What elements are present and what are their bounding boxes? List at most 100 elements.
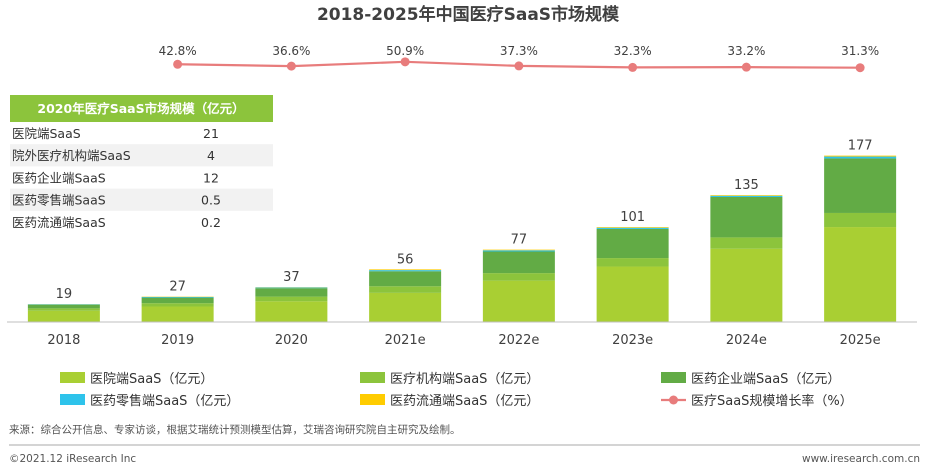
growth-rate-label: 31.3% (841, 44, 879, 58)
x-tick-label: 2022e (498, 333, 539, 348)
bar-total-label: 101 (620, 210, 645, 225)
x-tick-label: 2025e (840, 333, 881, 348)
bar-2023e-series-1 (596, 266, 669, 322)
growth-rate-series: 42.8% 36.6% 50.9% 37.3% 32.3% 33.2% 31.3% (159, 44, 879, 73)
legend-label: 医院端SaaS（亿元） (90, 372, 213, 387)
bar-2023e-series-5 (596, 227, 669, 228)
source-note: 来源：综合公开信息、专家访谈，根据艾瑞统计预测模型估算，艾瑞咨询研究院自主研究及… (9, 423, 461, 436)
market-size-table: 2020年医疗SaaS市场规模（亿元） 医院端SaaS 21 院外医疗机构端SaaS… (10, 95, 273, 230)
growth-rate-label: 42.8% (159, 44, 197, 58)
bar-2021e-series-3 (369, 271, 442, 287)
x-tick-label: 2024e (726, 333, 767, 348)
bar-2020-series-4 (255, 287, 328, 289)
growth-rate-label: 33.2% (727, 44, 765, 58)
bar-2021e-series-1 (369, 292, 442, 322)
bar-total-label: 177 (848, 139, 873, 154)
bar-total-label: 37 (283, 270, 300, 285)
bar-total-label: 27 (169, 280, 186, 295)
table-row-stripe (10, 188, 273, 211)
growth-rate-label: 32.3% (614, 44, 652, 58)
bar-2025e-series-4 (824, 156, 897, 159)
bar-series-group: 19 27 37 56 77 101 135 177 (27, 139, 897, 322)
bar-2018-series-2 (27, 308, 100, 311)
bar-2023e-series-4 (596, 227, 669, 229)
legend-label: 医药零售端SaaS（亿元） (90, 393, 239, 409)
growth-rate-label: 37.3% (500, 44, 538, 58)
table-row-label: 医药零售端SaaS (12, 193, 106, 208)
growth-rate-label: 36.6% (272, 44, 310, 58)
legend-swatch (360, 394, 385, 405)
legend-label: 医疗SaaS规模增长率（%） (691, 393, 853, 409)
bar-2023e-series-2 (596, 258, 669, 267)
table-row-label: 院外医疗机构端SaaS (12, 148, 131, 163)
legend-label: 医药企业端SaaS（亿元） (691, 371, 840, 387)
x-tick-label: 2020 (275, 333, 308, 348)
legend: 医院端SaaS（亿元） 医疗机构端SaaS（亿元） 医药企业端SaaS（亿元） 医药零… (60, 371, 853, 409)
bar-2024e-series-4 (710, 195, 783, 197)
growth-rate-point (286, 61, 296, 71)
bar-2019-series-4 (141, 296, 214, 298)
bar-total-label: 56 (397, 252, 414, 267)
bar-2018-series-1 (27, 310, 100, 322)
bar-2020-series-2 (255, 296, 328, 302)
bar-2024e-series-3 (710, 196, 783, 238)
bar-2025e-series-2 (824, 212, 897, 228)
growth-rate-point (855, 63, 865, 73)
bar-2019-series-2 (141, 303, 214, 307)
growth-rate-point (514, 61, 524, 71)
table-row-label: 医药企业端SaaS (12, 170, 106, 185)
copyright: ©2021.12 iResearch Inc (9, 453, 136, 465)
bar-2019-series-1 (141, 306, 214, 322)
table-header-bg (10, 95, 273, 122)
x-tick-label: 2021e (385, 333, 426, 348)
bar-2021e-series-5 (369, 269, 442, 271)
table-header: 2020年医疗SaaS市场规模（亿元） (37, 101, 244, 116)
bar-2024e-series-1 (710, 248, 783, 322)
legend-swatch (60, 394, 85, 405)
bar-2021e-series-4 (369, 270, 442, 272)
bar-2022e-series-3 (482, 251, 555, 274)
bar-2023e-series-3 (596, 228, 669, 259)
table-row-label: 医院端SaaS (12, 126, 81, 141)
growth-rate-point (741, 62, 751, 72)
x-axis-ticks: 2018 2019 2020 2021e 2022e 2023e 2024e 2025e (47, 333, 880, 348)
growth-rate-point (173, 59, 183, 69)
bar-2022e-series-5 (482, 249, 555, 251)
bar-total-label: 135 (734, 178, 759, 193)
chart-title: 2018-2025年中国医疗SaaS市场规模 (317, 4, 620, 25)
x-tick-label: 2018 (47, 333, 80, 348)
table-row-value: 0.2 (201, 215, 221, 230)
table-row-value: 0.5 (201, 193, 221, 208)
bar-2021e-series-2 (369, 286, 442, 293)
bar-2024e-series-2 (710, 237, 783, 249)
bar-2019-series-3 (141, 297, 214, 304)
growth-rate-label: 50.9% (386, 44, 424, 58)
bar-total-label: 19 (56, 287, 73, 302)
legend-line-marker (669, 395, 678, 405)
bar-2025e-series-3 (824, 158, 897, 213)
bar-2025e-series-5 (824, 155, 897, 157)
x-tick-label: 2019 (161, 333, 194, 348)
legend-swatch (60, 372, 85, 383)
bar-2018-series-3 (27, 304, 100, 309)
table-row-value: 12 (203, 170, 219, 185)
growth-rate-point (400, 57, 410, 67)
bar-2020-series-1 (255, 301, 328, 322)
table-row-label: 医药流通端SaaS (12, 215, 106, 230)
bar-2024e-series-5 (710, 195, 783, 196)
growth-rate-point (628, 62, 638, 72)
bar-total-label: 77 (511, 233, 528, 248)
legend-label: 医药流通端SaaS（亿元） (390, 394, 539, 409)
bar-2022e-series-4 (482, 250, 555, 252)
bar-2022e-series-2 (482, 273, 555, 281)
table-row-value: 21 (203, 126, 219, 141)
website: www.iresearch.com.cn (802, 453, 920, 465)
legend-swatch (360, 372, 385, 383)
x-tick-label: 2023e (612, 333, 653, 348)
table-row-value: 4 (207, 148, 215, 163)
legend-label: 医疗机构端SaaS（亿元） (390, 372, 539, 387)
legend-swatch (661, 372, 686, 383)
table-row-stripe (10, 144, 273, 167)
bar-2025e-series-1 (824, 227, 897, 322)
